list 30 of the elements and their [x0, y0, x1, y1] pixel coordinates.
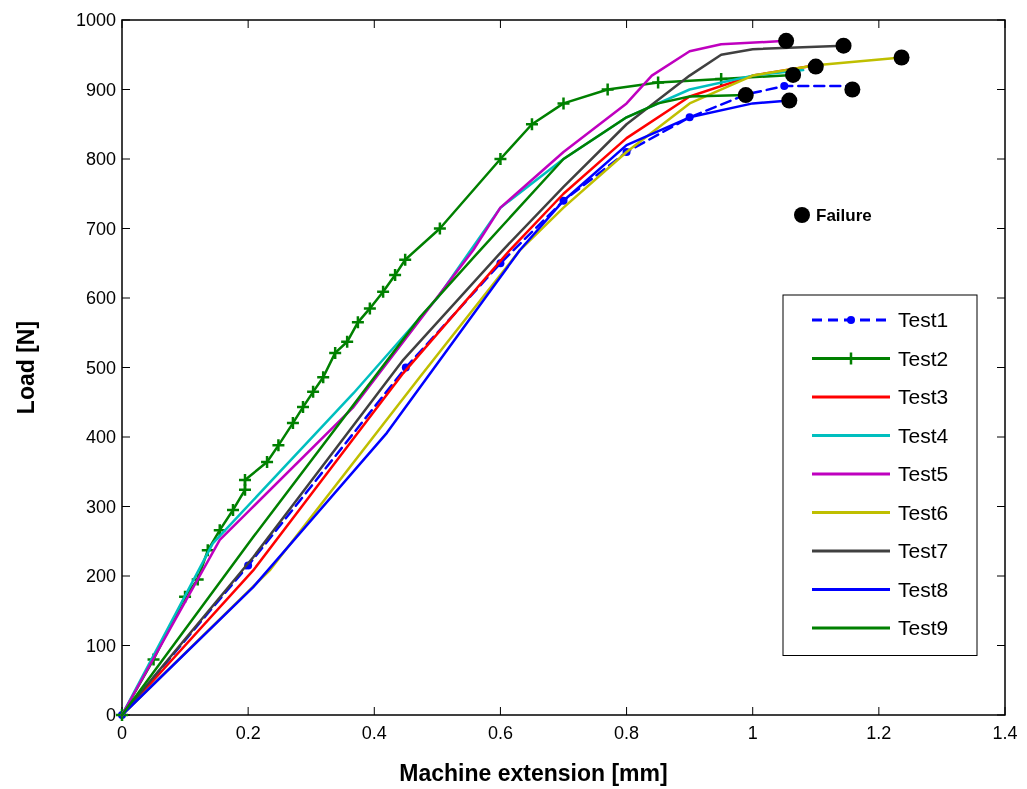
y-axis-title: Load [N] [13, 320, 39, 415]
y-tick-label: 300 [85, 496, 116, 517]
y-tick-label: 200 [85, 566, 116, 586]
y-tick-label: 100 [85, 635, 116, 656]
y-tick-label: 500 [85, 357, 116, 378]
y-tick-label: 900 [85, 79, 116, 100]
x-tick-label: 0.4 [361, 723, 387, 743]
y-tick-label: 1000 [75, 10, 116, 30]
legend-label: Test1 [898, 308, 949, 331]
y-tick-label: 700 [85, 218, 116, 239]
y-tick-label: 800 [85, 149, 116, 169]
legend-label: Test8 [898, 577, 949, 601]
legend-label: Test5 [898, 462, 949, 485]
legend-label: Test2 [898, 346, 949, 370]
legend-label: Test9 [898, 616, 949, 639]
legend-label: Test6 [898, 500, 949, 524]
x-axis-title: Machine extension [mm] [399, 760, 668, 786]
x-tick-label: 0.8 [614, 723, 640, 743]
y-tick-label: 600 [85, 288, 116, 308]
legend-label: Test4 [898, 423, 949, 447]
x-tick-label: 0.6 [487, 723, 513, 743]
legend-label: Test7 [898, 539, 949, 562]
y-tick-label: 0 [105, 705, 116, 725]
x-tick-label: 0.2 [235, 723, 261, 743]
x-tick-label: 1 [747, 723, 758, 743]
legend-label: Test3 [898, 385, 949, 408]
x-tick-label: 1.2 [866, 723, 892, 743]
x-tick-label: 1.4 [992, 723, 1018, 743]
y-tick-label: 400 [85, 427, 116, 447]
legend-label: Failure [816, 206, 872, 225]
